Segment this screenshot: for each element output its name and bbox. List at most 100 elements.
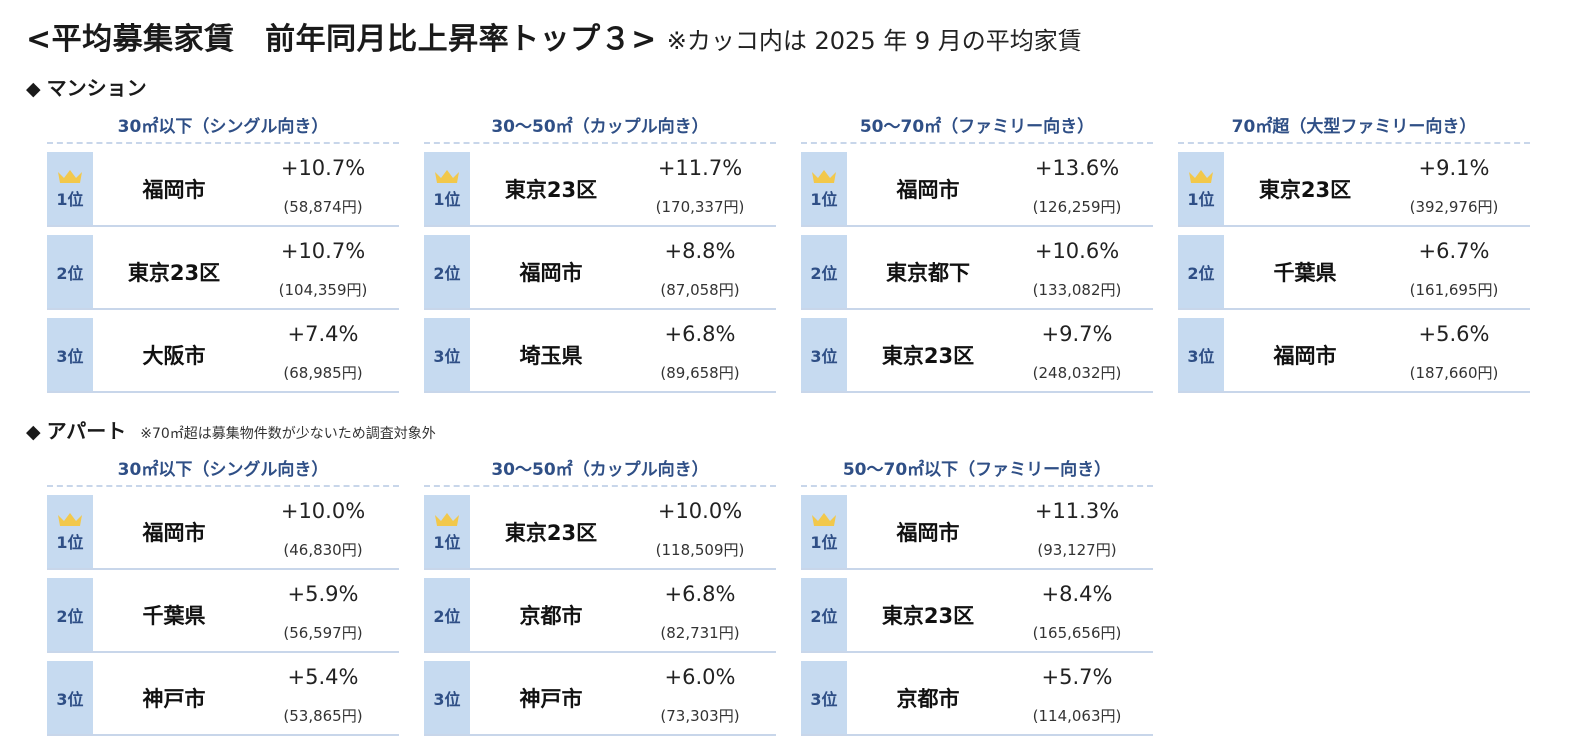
rank-label: 1位 <box>56 189 84 209</box>
rank-label: 3位 <box>56 689 84 709</box>
city-name: 大阪市 <box>142 343 206 368</box>
ranking-rows: 1位 東京23区 +10.0% (118,509円) 2位 京都市 +6.8% (82,731… <box>424 495 776 736</box>
rank-label: 1位 <box>810 189 838 209</box>
ranking-row: 2位 京都市 +6.8% (82,731円) <box>424 578 776 653</box>
increase-rate: +6.8% <box>664 582 736 606</box>
city-name: 福岡市 <box>519 260 583 285</box>
section-note-apart: ※70㎡超は募集物件数が少ないため調査対象外 <box>140 426 436 442</box>
group-header: 30㎡以下（シングル向き） <box>47 112 399 144</box>
diamond-bullet-icon: ◆ <box>26 78 41 100</box>
group-header: 50～70㎡（ファミリー向き） <box>801 112 1153 144</box>
group-header: 70㎡超（大型ファミリー向き） <box>1178 112 1530 144</box>
rank-box: 3位 <box>47 661 93 734</box>
rank-box: 3位 <box>424 661 470 734</box>
rank-box: 1位 <box>1178 152 1224 225</box>
ranking-row: 3位 埼玉県 +6.8% (89,658円) <box>424 318 776 393</box>
section-label-mansion: マンション <box>46 76 147 100</box>
ranking-row: 3位 福岡市 +5.6% (187,660円) <box>1178 318 1530 393</box>
ranking-group: 30～50㎡（カップル向き） 1位 東京23区 +11.7% (170,337円) 2位 福… <box>424 112 776 401</box>
ranking-rows: 1位 東京23区 +11.7% (170,337円) 2位 福岡市 +8.8% (87,058… <box>424 152 776 393</box>
city-name: 東京都下 <box>886 260 970 285</box>
city-name: 神戸市 <box>519 686 583 711</box>
increase-rate: +11.3% <box>1034 499 1120 523</box>
city-name: 福岡市 <box>896 177 960 202</box>
city-name: 東京23区 <box>1258 177 1352 202</box>
city-name: 福岡市 <box>896 520 960 545</box>
crown-icon <box>1189 169 1213 183</box>
average-rent: (248,032円) <box>1032 364 1122 382</box>
increase-rate: +6.0% <box>664 665 736 689</box>
city-name: 東京23区 <box>881 603 975 628</box>
rank-label: 3位 <box>810 689 838 709</box>
city-name: 福岡市 <box>142 520 206 545</box>
ranking-row: 2位 東京都下 +10.6% (133,082円) <box>801 235 1153 310</box>
section-head-mansion: ◆ マンション <box>26 72 147 101</box>
increase-rate: +10.6% <box>1034 239 1120 263</box>
increase-rate: +10.0% <box>657 499 743 523</box>
rank-label: 3位 <box>1187 346 1215 366</box>
ranking-row: 3位 神戸市 +6.0% (73,303円) <box>424 661 776 736</box>
rank-label: 1位 <box>433 532 461 552</box>
average-rent: (93,127円) <box>1037 541 1117 559</box>
rank-box: 1位 <box>47 495 93 568</box>
ranking-row: 1位 福岡市 +10.0% (46,830円) <box>47 495 399 570</box>
rank-label: 1位 <box>810 532 838 552</box>
rank-box: 2位 <box>47 235 93 308</box>
increase-rate: +9.1% <box>1418 156 1490 180</box>
increase-rate: +8.8% <box>664 239 736 263</box>
rank-box: 2位 <box>47 578 93 651</box>
increase-rate: +6.8% <box>664 322 736 346</box>
city-name: 京都市 <box>896 686 960 711</box>
ranking-rows: 1位 福岡市 +10.0% (46,830円) 2位 千葉県 +5.9% (56,597円) 3… <box>47 495 399 736</box>
increase-rate: +13.6% <box>1034 156 1120 180</box>
title-note: ※カッコ内は 2025 年 9 月の平均家賃 <box>666 27 1082 55</box>
city-name: 福岡市 <box>1273 343 1337 368</box>
increase-rate: +6.7% <box>1418 239 1490 263</box>
city-name: 千葉県 <box>1273 260 1337 285</box>
increase-rate: +5.4% <box>287 665 359 689</box>
city-name: 東京23区 <box>127 260 221 285</box>
rank-label: 3位 <box>56 346 84 366</box>
rank-box: 1位 <box>424 495 470 568</box>
city-name: 神戸市 <box>142 686 206 711</box>
rank-label: 3位 <box>810 346 838 366</box>
section-label-apart: アパート <box>46 419 127 443</box>
ranking-row: 2位 福岡市 +8.8% (87,058円) <box>424 235 776 310</box>
ranking-row: 1位 東京23区 +11.7% (170,337円) <box>424 152 776 227</box>
rank-box: 1位 <box>424 152 470 225</box>
city-name: 福岡市 <box>142 177 206 202</box>
rank-label: 3位 <box>433 346 461 366</box>
rank-box: 1位 <box>801 495 847 568</box>
average-rent: (68,985円) <box>283 364 363 382</box>
ranking-row: 1位 東京23区 +10.0% (118,509円) <box>424 495 776 570</box>
ranking-row: 1位 東京23区 +9.1% (392,976円) <box>1178 152 1530 227</box>
rank-box: 2位 <box>424 578 470 651</box>
ranking-group: 30㎡以下（シングル向き） 1位 福岡市 +10.7% (58,874円) 2位 東京23区… <box>47 112 399 401</box>
average-rent: (56,597円) <box>283 624 363 642</box>
rank-box: 3位 <box>47 318 93 391</box>
ranking-group: 70㎡超（大型ファミリー向き） 1位 東京23区 +9.1% (392,976円) 2位 千… <box>1178 112 1530 401</box>
ranking-row: 2位 千葉県 +5.9% (56,597円) <box>47 578 399 653</box>
average-rent: (89,658円) <box>660 364 740 382</box>
rank-label: 2位 <box>810 263 838 283</box>
crown-icon <box>435 169 459 183</box>
ranking-row: 2位 千葉県 +6.7% (161,695円) <box>1178 235 1530 310</box>
crown-icon <box>812 169 836 183</box>
ranking-group: 50～70㎡以下（ファミリー向き） 1位 福岡市 +11.3% (93,127円) 2位 東… <box>801 455 1153 744</box>
average-rent: (82,731円) <box>660 624 740 642</box>
rank-label: 1位 <box>56 532 84 552</box>
title-main: <平均募集家賃 前年同月比上昇率トップ３> <box>26 22 657 57</box>
crown-icon <box>58 169 82 183</box>
ranking-row: 1位 福岡市 +10.7% (58,874円) <box>47 152 399 227</box>
average-rent: (161,695円) <box>1409 281 1499 299</box>
increase-rate: +10.0% <box>280 499 366 523</box>
rank-label: 3位 <box>433 689 461 709</box>
average-rent: (87,058円) <box>660 281 740 299</box>
increase-rate: +8.4% <box>1041 582 1113 606</box>
crown-icon <box>812 512 836 526</box>
rank-box: 3位 <box>801 661 847 734</box>
increase-rate: +11.7% <box>657 156 743 180</box>
ranking-row: 2位 東京23区 +10.7% (104,359円) <box>47 235 399 310</box>
group-header: 30～50㎡（カップル向き） <box>424 112 776 144</box>
city-name: 東京23区 <box>504 520 598 545</box>
